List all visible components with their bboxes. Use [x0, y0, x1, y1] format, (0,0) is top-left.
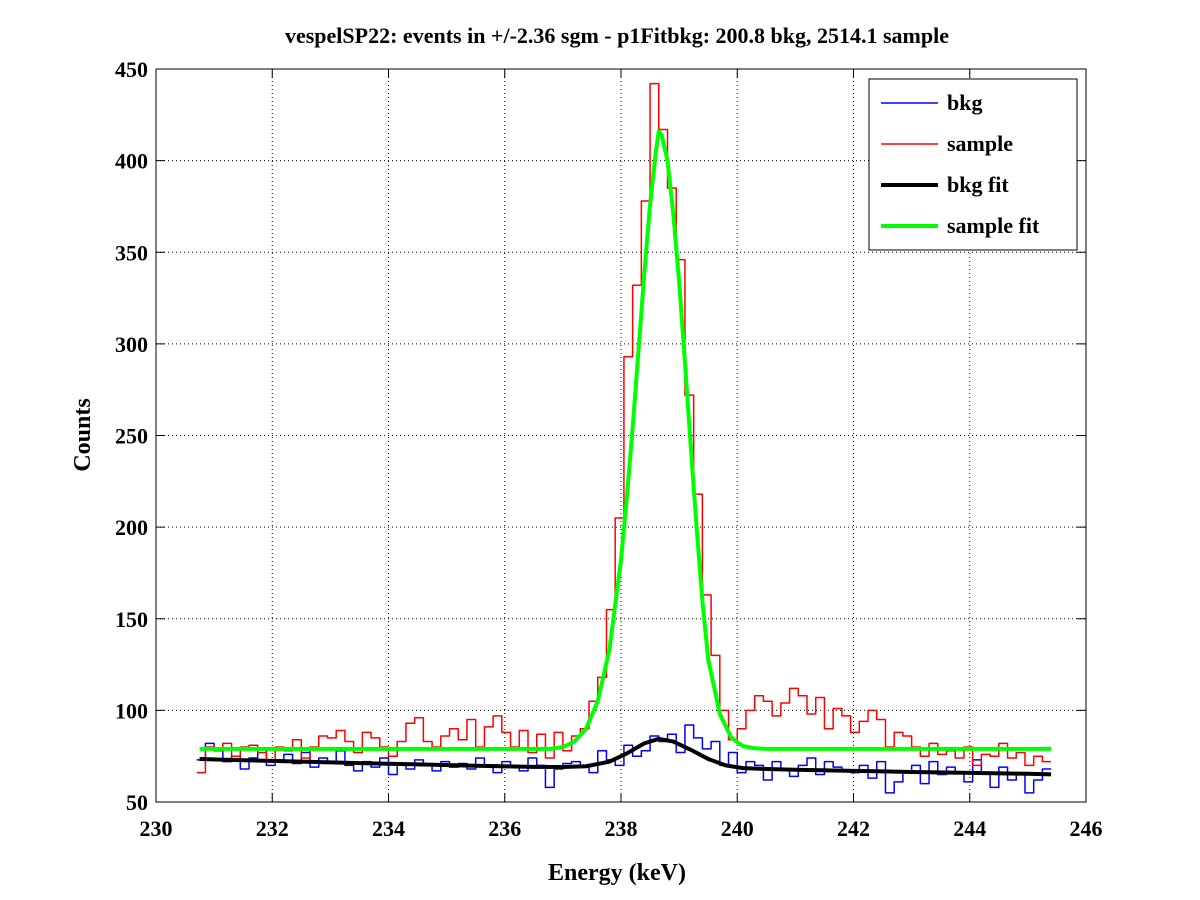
x-tick-label: 232 [256, 816, 289, 841]
legend: bkg sample bkg fit sample fit [868, 78, 1078, 251]
y-tick-label: 150 [115, 607, 148, 632]
series-layer [196, 82, 1052, 794]
legend-label: sample [947, 131, 1013, 156]
legend-label: bkg fit [947, 172, 1009, 197]
x-tick-label: 234 [372, 816, 405, 841]
x-tick-label: 242 [837, 816, 870, 841]
y-tick-label: 200 [115, 515, 148, 540]
x-tick-label: 236 [488, 816, 521, 841]
x-tick-label: 246 [1070, 816, 1103, 841]
grid [156, 69, 1086, 802]
series-sample-fit [199, 129, 1052, 751]
chart-title: vespelSP22: events in +/-2.36 sgm - p1Fi… [285, 23, 949, 48]
series-bkg-fit [199, 736, 1052, 777]
y-tick-label: 50 [126, 790, 148, 815]
y-tick-label: 250 [115, 424, 148, 449]
legend-label: sample fit [947, 213, 1040, 238]
y-tick-label: 300 [115, 332, 148, 357]
x-tick-label: 240 [721, 816, 754, 841]
ticks: 230 232 234 236 238 240 242 244 246 50 100 150 200 25… [115, 57, 1103, 841]
x-tick-label: 230 [140, 816, 173, 841]
legend-box [868, 78, 1078, 251]
y-tick-label: 450 [115, 57, 148, 82]
legend-label: bkg [947, 90, 982, 115]
x-tick-label: 238 [605, 816, 638, 841]
y-tick-label: 400 [115, 149, 148, 174]
y-tick-label: 100 [115, 698, 148, 723]
series-sample [196, 82, 1052, 774]
y-axis-label: Counts [70, 398, 96, 471]
x-axis-label: Energy (keV) [548, 860, 686, 886]
x-tick-label: 244 [953, 816, 986, 841]
y-tick-label: 350 [115, 240, 148, 265]
